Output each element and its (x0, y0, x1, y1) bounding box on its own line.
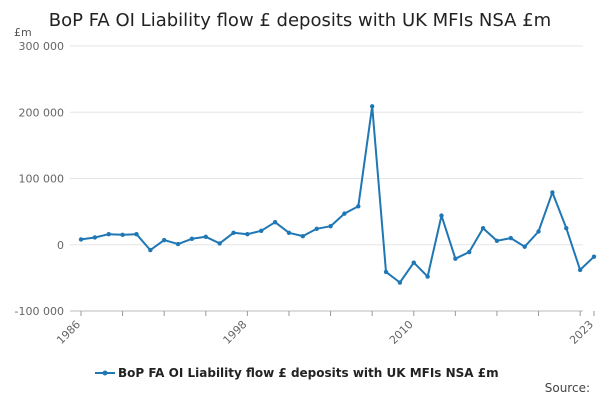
data-point (536, 229, 541, 234)
y-tick-label: -100 000 (15, 305, 64, 318)
y-axis-unit-label: £m (14, 26, 32, 39)
data-point (383, 269, 389, 275)
data-point (245, 231, 250, 237)
data-point (591, 254, 597, 259)
data-point (272, 220, 278, 225)
data-point (286, 230, 292, 236)
x-axis: 1986 1998 2010 2023 (54, 310, 596, 347)
y-tick-label: 100 000 (19, 173, 65, 186)
data-point (106, 231, 111, 237)
data-point (425, 274, 430, 279)
legend: BoP FA OI Liability flow £ deposits with… (95, 366, 499, 380)
data-point (314, 226, 319, 232)
data-point (148, 247, 153, 253)
gridlines (70, 45, 583, 312)
data-point (564, 225, 569, 231)
data-point (134, 231, 139, 237)
chart-title: BoP FA OI Liability flow £ deposits with… (49, 10, 551, 31)
y-tick-label: 0 (57, 239, 64, 252)
data-point (217, 241, 222, 246)
data-point (522, 244, 527, 249)
data-point (356, 204, 361, 209)
data-point (189, 236, 195, 241)
data-point (453, 256, 458, 261)
series-layer (78, 104, 597, 285)
source-label: Source: (545, 381, 590, 395)
y-tick-label: 300 000 (19, 40, 65, 53)
legend-label: BoP FA OI Liability flow £ deposits with… (118, 366, 499, 380)
x-tick-label: 2010 (387, 318, 416, 347)
series-line (80, 105, 595, 284)
y-axis-ticks: 300 000 200 000 100 000 0 -100 000 (15, 40, 64, 318)
data-point (328, 224, 333, 229)
data-point (577, 267, 583, 273)
data-point (411, 260, 416, 265)
data-point (397, 280, 403, 285)
x-tick-label: 2023 (567, 318, 596, 347)
data-point (342, 211, 347, 216)
data-point (92, 235, 98, 240)
legend-point-marker (102, 370, 108, 376)
data-point (259, 228, 264, 234)
data-point (231, 230, 236, 236)
data-point (78, 237, 84, 242)
data-point (161, 237, 167, 243)
data-point (369, 104, 375, 109)
y-tick-label: 200 000 (19, 106, 65, 119)
data-point (480, 225, 486, 231)
data-point (508, 235, 514, 241)
data-point (120, 232, 125, 238)
data-point (467, 249, 472, 255)
data-point (175, 241, 181, 247)
data-point (550, 190, 555, 195)
data-point (300, 233, 306, 239)
data-point (439, 213, 444, 218)
x-tick-label: 1986 (54, 318, 83, 347)
data-point (203, 234, 208, 239)
x-tick-label: 1998 (221, 318, 250, 347)
data-point (494, 238, 500, 243)
